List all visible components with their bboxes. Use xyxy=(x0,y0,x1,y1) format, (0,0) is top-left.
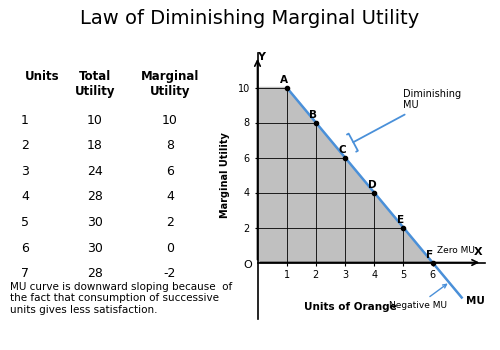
Text: Y: Y xyxy=(257,51,265,62)
Text: 4: 4 xyxy=(166,190,174,203)
Text: 8: 8 xyxy=(166,139,174,152)
Text: C: C xyxy=(338,145,346,155)
Text: Marginal
Utility: Marginal Utility xyxy=(141,70,199,98)
Text: Total
Utility: Total Utility xyxy=(75,70,115,98)
Text: 7: 7 xyxy=(21,267,29,280)
Text: Diminishing
MU: Diminishing MU xyxy=(347,89,462,152)
Text: Units of Orange: Units of Orange xyxy=(304,302,397,312)
Text: X: X xyxy=(474,247,482,257)
Text: 2: 2 xyxy=(21,139,29,152)
Text: Marginal Utility: Marginal Utility xyxy=(220,132,230,218)
Text: 3: 3 xyxy=(21,165,29,178)
Text: Zero MU: Zero MU xyxy=(437,246,475,255)
Text: 4: 4 xyxy=(21,190,29,203)
Text: Negative MU: Negative MU xyxy=(389,284,447,310)
Text: 30: 30 xyxy=(87,216,103,229)
Text: 30: 30 xyxy=(87,241,103,254)
Text: 10: 10 xyxy=(87,114,103,127)
Text: 0: 0 xyxy=(166,241,174,254)
Polygon shape xyxy=(432,262,462,298)
Text: A: A xyxy=(280,75,288,85)
Text: 5: 5 xyxy=(21,216,29,229)
Text: F: F xyxy=(426,250,433,260)
Text: MU curve is downward sloping because  of
the fact that consumption of successive: MU curve is downward sloping because of … xyxy=(10,282,232,315)
Text: 2: 2 xyxy=(166,216,174,229)
Text: E: E xyxy=(397,215,404,225)
Text: 24: 24 xyxy=(87,165,103,178)
Text: 28: 28 xyxy=(87,267,103,280)
Text: B: B xyxy=(310,110,318,120)
Text: MU: MU xyxy=(466,296,485,307)
Text: 18: 18 xyxy=(87,139,103,152)
Text: D: D xyxy=(368,180,376,190)
Text: 6: 6 xyxy=(166,165,174,178)
Text: 6: 6 xyxy=(21,241,29,254)
Text: Law of Diminishing Marginal Utility: Law of Diminishing Marginal Utility xyxy=(80,9,419,28)
Text: 28: 28 xyxy=(87,190,103,203)
Text: -2: -2 xyxy=(164,267,176,280)
Polygon shape xyxy=(258,88,432,262)
Text: 10: 10 xyxy=(162,114,178,127)
Text: 1: 1 xyxy=(21,114,29,127)
Text: Units: Units xyxy=(25,70,59,83)
Text: O: O xyxy=(243,260,252,270)
